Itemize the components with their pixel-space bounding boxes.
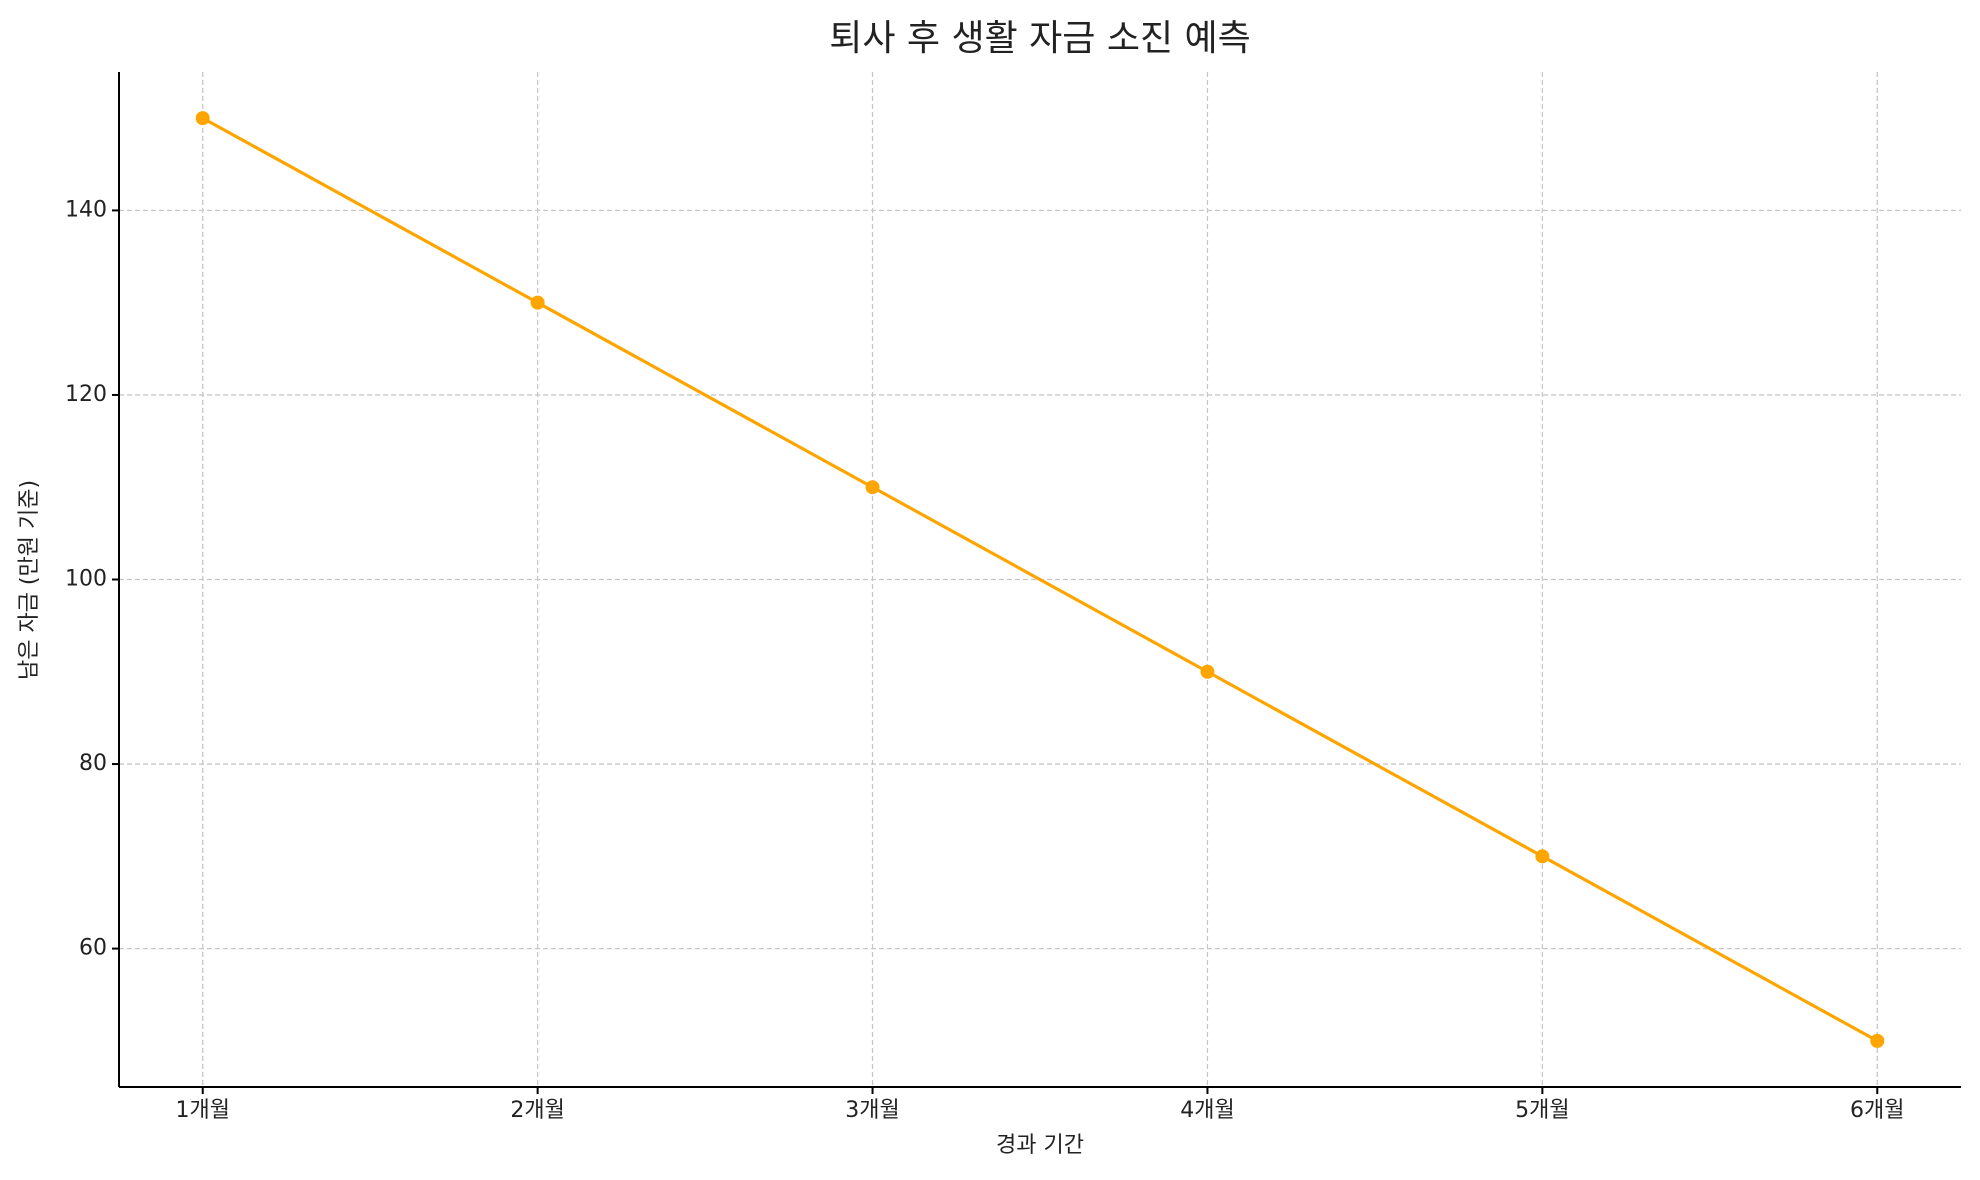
y-tick-label: 140: [65, 197, 107, 222]
y-axis-label: 남은 자금 (만원 기준): [17, 480, 42, 680]
point: [1200, 664, 1215, 679]
point: [1535, 849, 1550, 864]
x-tick-label: 3개월: [845, 1098, 899, 1123]
point: [865, 480, 880, 495]
x-tick-label: 5개월: [1515, 1098, 1569, 1123]
y-tick-label: 120: [65, 382, 107, 407]
point: [195, 111, 210, 126]
chart-title: 퇴사 후 생활 자금 소진 예측: [829, 18, 1251, 59]
point: [530, 295, 545, 310]
y-tick-label: 100: [65, 567, 107, 592]
x-tick-label: 2개월: [510, 1098, 564, 1123]
point: [1870, 1033, 1885, 1048]
x-tick-label: 4개월: [1180, 1098, 1234, 1123]
x-tick-label: 1개월: [175, 1098, 229, 1123]
x-tick-label: 6개월: [1850, 1098, 1904, 1123]
y-tick-label: 60: [79, 936, 107, 961]
x-axis-label: 경과 기간: [996, 1133, 1084, 1158]
line: [201, 116, 1879, 1043]
y-tick-label: 80: [79, 751, 107, 776]
